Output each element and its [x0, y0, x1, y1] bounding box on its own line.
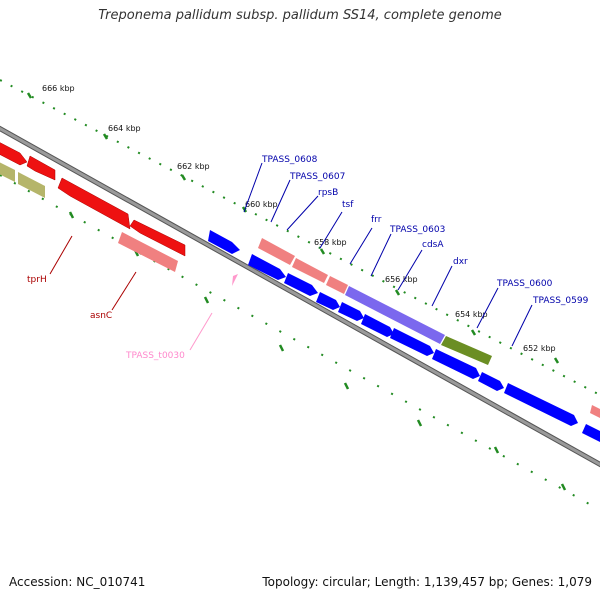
tick-label-666: 666 kbp [42, 84, 75, 93]
gene-feature [582, 424, 600, 442]
gene-feature [248, 254, 286, 280]
gene-feature [590, 405, 600, 418]
gene-label-TPASS_0599: TPASS_0599 [532, 296, 589, 306]
gene-feature [478, 372, 504, 391]
gene-feature [504, 383, 578, 426]
gene-label-TPASS_0603: TPASS_0603 [389, 225, 445, 235]
reverse-strand-features [0, 142, 600, 418]
tick-label-658: 658 kbp [314, 238, 347, 247]
scale-track-outer [0, 79, 600, 396]
gene-label-dxr: dxr [453, 257, 468, 267]
genome-backbone [0, 125, 600, 468]
tick-label-654: 654 kbp [455, 310, 488, 319]
gene-label-TPASS_0607: TPASS_0607 [289, 172, 345, 182]
gene-label-tsf: tsf [342, 200, 354, 210]
gene-feature [345, 286, 445, 344]
topology-summary: Topology: circular; Length: 1,139,457 bp… [262, 575, 592, 589]
scale-track-inner [0, 174, 600, 511]
gene-feature [390, 328, 434, 356]
trna-feature [232, 274, 238, 286]
gene-feature [361, 314, 394, 337]
gene-feature [0, 142, 28, 166]
gene-label-TPASS_t0030: TPASS_t0030 [125, 351, 185, 361]
tick-labels: 666 kbp 664 kbp 662 kbp 660 kbp 658 kbp … [42, 84, 556, 353]
gene-labels: TPASS_0608 TPASS_0607 rpsB tsf frr TPASS… [27, 155, 589, 361]
tick-label-660: 660 kbp [245, 200, 278, 209]
gene-feature [326, 276, 348, 294]
accession-text: Accession: NC_010741 [9, 575, 146, 589]
gene-feature [441, 336, 492, 365]
gene-feature [208, 230, 240, 254]
tick-label-664: 664 kbp [108, 124, 141, 133]
gene-feature [258, 238, 295, 265]
gene-label-frr: frr [371, 215, 382, 225]
gene-feature [57, 177, 131, 230]
leader-lines [49, 162, 533, 351]
gene-feature [432, 349, 480, 379]
gene-feature [129, 219, 186, 257]
map-title: Treponema pallidum subsp. pallidum SS14,… [98, 8, 502, 23]
gene-label-rpsB: rpsB [318, 188, 338, 198]
gene-feature [292, 258, 328, 283]
gene-feature [0, 162, 15, 182]
gene-label-TPASS_0608: TPASS_0608 [261, 155, 318, 165]
tick-label-656: 656 kbp [385, 275, 418, 284]
gene-label-asnC: asnC [90, 311, 112, 321]
major-ticks [26, 92, 560, 364]
gene-label-cdsA: cdsA [422, 240, 444, 250]
gene-feature [18, 172, 45, 198]
gene-feature [26, 155, 56, 181]
gene-feature [338, 302, 364, 321]
gene-label-TPASS_0600: TPASS_0600 [496, 279, 553, 289]
forward-strand-features [208, 230, 600, 442]
tick-label-652: 652 kbp [523, 344, 556, 353]
gene-feature [118, 232, 178, 272]
gene-feature [316, 292, 340, 310]
gene-feature [284, 273, 318, 296]
gene-label-tprH: tprH [27, 275, 47, 285]
tick-label-662: 662 kbp [177, 162, 210, 171]
inner-ticks [68, 211, 567, 491]
